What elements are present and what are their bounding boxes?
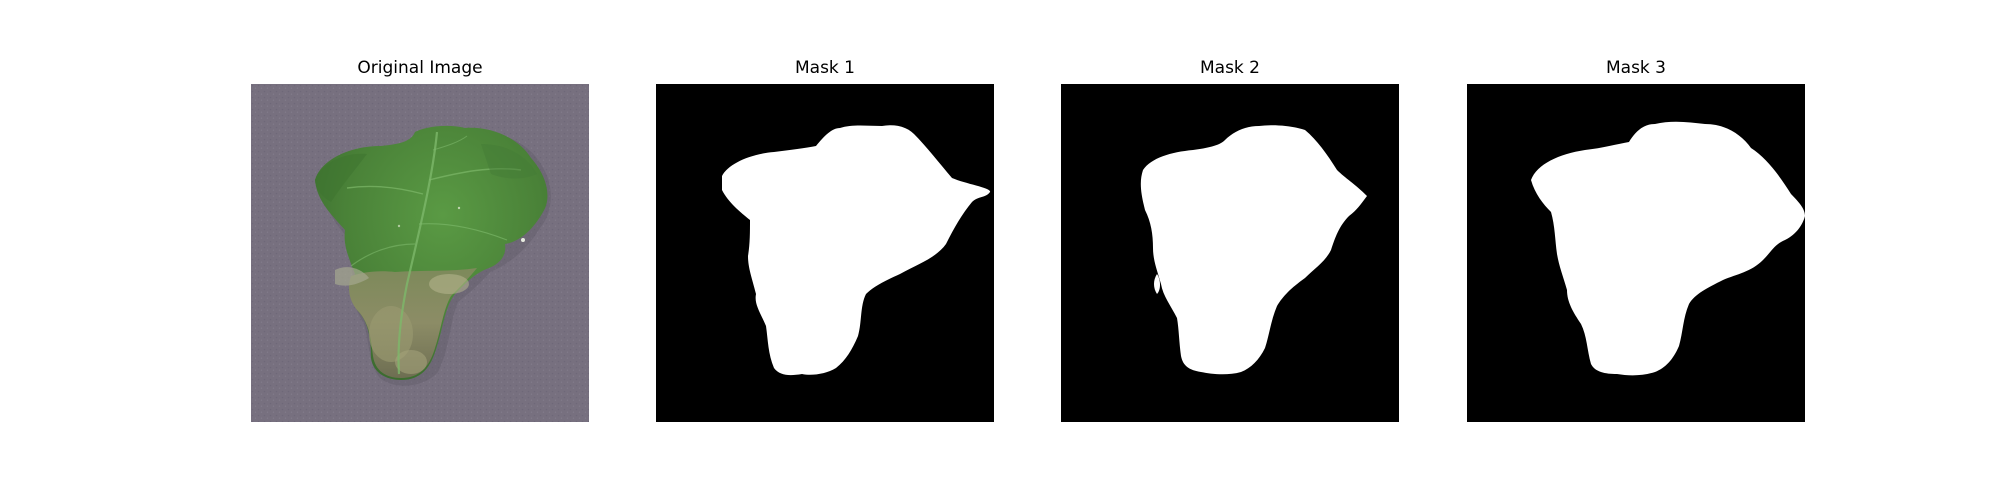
panel-title: Mask 3 <box>1605 58 1666 78</box>
panel-title: Mask 2 <box>1199 58 1260 78</box>
mask-3-image <box>1467 84 1805 422</box>
panel-title: Mask 1 <box>794 58 855 78</box>
panel-title: Original Image <box>357 58 483 78</box>
original-leaf-photo <box>251 84 589 422</box>
mask-1-image <box>656 84 994 422</box>
mask-2-image <box>1061 84 1399 422</box>
